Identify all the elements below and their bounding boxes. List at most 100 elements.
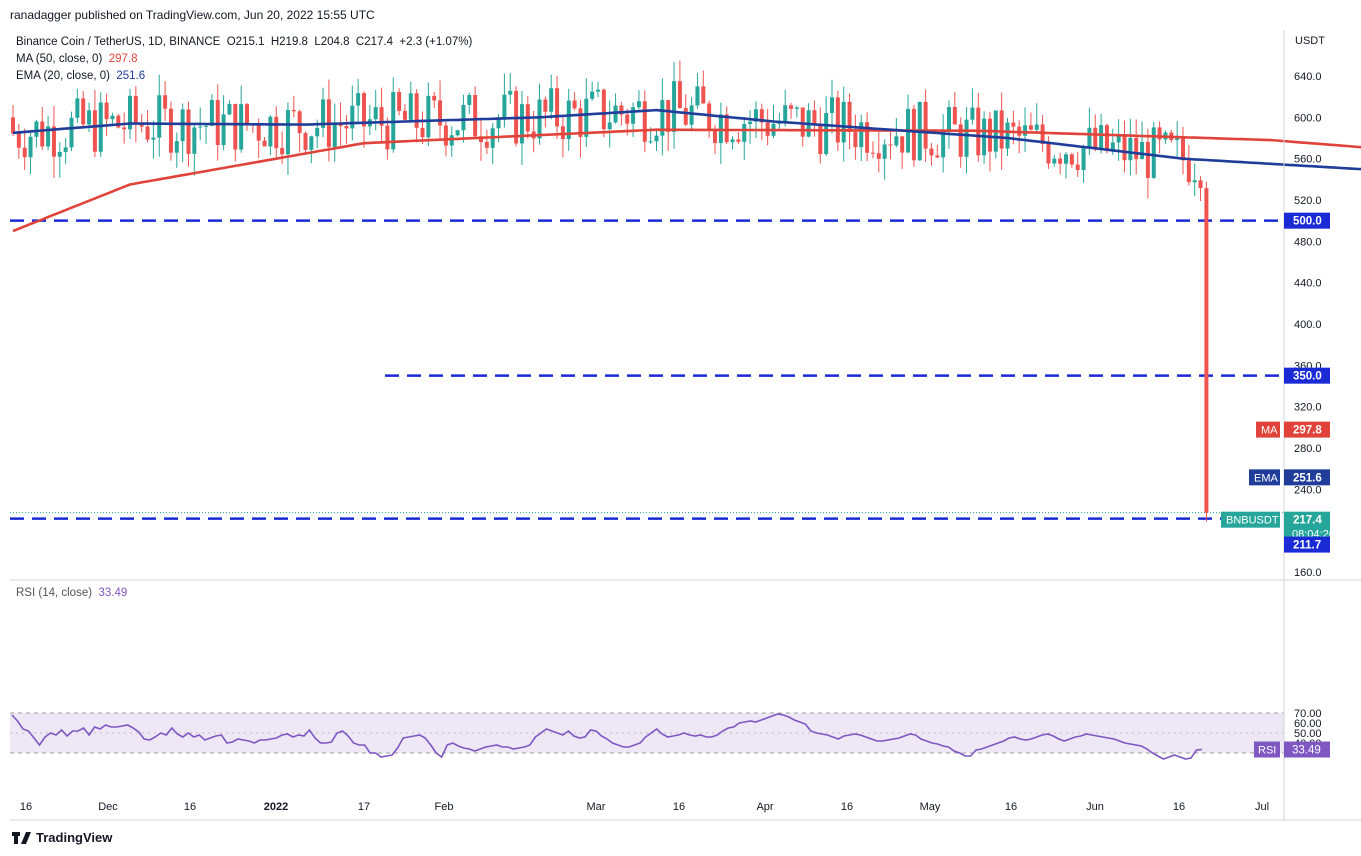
candle-body <box>742 123 747 142</box>
candle-body <box>116 115 121 128</box>
candle-body <box>929 148 934 156</box>
candle-body <box>122 127 127 130</box>
candle-body <box>707 103 712 131</box>
price-tick: 560.0 <box>1294 154 1322 166</box>
ema-legend[interactable]: EMA (20, close, 0) 251.6 <box>16 70 145 82</box>
candle-body <box>759 109 764 123</box>
price-tick: 640.0 <box>1294 71 1322 83</box>
candle-body <box>537 99 542 139</box>
candle-body <box>1122 134 1127 161</box>
candle-body <box>958 124 963 157</box>
candle-body <box>613 105 618 123</box>
tradingview-logo[interactable]: TradingView <box>12 830 112 845</box>
candle-body <box>730 139 735 143</box>
price-tick: 520.0 <box>1294 195 1322 207</box>
candle-body <box>1052 158 1057 164</box>
price-label-text: 251.6 <box>1293 472 1322 484</box>
candle-body <box>853 132 858 148</box>
candle-body <box>285 109 290 155</box>
candle-body <box>964 119 969 157</box>
candle-body <box>911 108 916 161</box>
high-value: H219.8 <box>270 36 308 48</box>
candle-body <box>789 105 794 109</box>
ema-legend-value: 251.6 <box>116 70 146 82</box>
candle-body <box>648 141 653 143</box>
series-tag-bg <box>1249 469 1280 486</box>
candle-body <box>11 117 15 134</box>
price-label-bg <box>1284 536 1330 553</box>
candle-body <box>555 88 560 127</box>
candle-body <box>590 91 595 99</box>
symbol-title: Binance Coin / TetherUS, 1D, BINANCE <box>16 36 221 48</box>
time-tick: 16 <box>841 801 853 813</box>
price-label-bg <box>1284 367 1330 384</box>
candle-body <box>455 130 460 136</box>
rsi-line <box>11 713 1203 760</box>
candle-body <box>198 126 203 128</box>
candle-body <box>894 136 899 146</box>
candle-body <box>923 101 928 149</box>
candle-body <box>970 107 975 120</box>
candle-body <box>999 110 1004 149</box>
candle-body <box>163 95 168 109</box>
candle-body <box>689 105 694 125</box>
candle-body <box>508 90 513 95</box>
candle-body <box>818 124 823 155</box>
candle-body <box>63 147 68 152</box>
tradingview-icon <box>12 831 31 844</box>
candle-body <box>654 135 659 142</box>
candle-body <box>46 126 51 147</box>
candle-body <box>332 123 337 147</box>
candle-body <box>835 97 840 143</box>
candle-body <box>133 95 138 124</box>
candle-body <box>888 144 893 146</box>
candle-body <box>660 100 665 136</box>
time-tick: Jun <box>1086 801 1104 813</box>
candle-body <box>1134 137 1139 160</box>
rsi-tick: 50.00 <box>1294 728 1322 740</box>
candle-body <box>1198 180 1203 189</box>
candle-body <box>748 121 753 124</box>
candle-body <box>701 86 706 104</box>
candle-body <box>935 155 940 158</box>
candle-body <box>87 110 92 125</box>
candle-body <box>683 108 688 125</box>
candle-body <box>426 95 431 138</box>
candle-body <box>1116 134 1121 143</box>
series-tag-text: EMA <box>1254 472 1279 484</box>
time-tick: 16 <box>1005 801 1017 813</box>
price-tick: 440.0 <box>1294 278 1322 290</box>
rsi-legend[interactable]: RSI (14, close) 33.49 <box>16 587 127 599</box>
series-tag-bg <box>1256 421 1280 438</box>
candle-body <box>402 110 407 120</box>
candle-body <box>566 100 571 140</box>
time-tick: Apr <box>756 801 773 813</box>
candle-body <box>713 130 717 144</box>
candle-body <box>753 109 758 122</box>
candle-body <box>414 93 419 128</box>
candle-body <box>81 98 86 125</box>
candle-body <box>34 121 39 137</box>
candle-body <box>356 93 361 106</box>
series-tag-text: BNBUSDT <box>1226 515 1279 527</box>
candle-body <box>75 98 80 118</box>
ma-legend[interactable]: MA (50, close, 0) 297.8 <box>16 53 137 65</box>
candle-body <box>379 107 384 126</box>
candle-body <box>724 114 729 143</box>
candle-body <box>882 144 887 159</box>
candle-body <box>303 133 308 150</box>
time-tick: 16 <box>184 801 196 813</box>
candle-body <box>941 129 946 158</box>
candle-body <box>420 127 425 138</box>
rsi-value-bg <box>1284 741 1330 758</box>
candle-body <box>443 125 448 146</box>
candle-body <box>157 95 162 138</box>
candle-body <box>666 100 671 132</box>
price-tick: 480.0 <box>1294 236 1322 248</box>
ema-20-line <box>12 108 1361 171</box>
candle-body <box>1140 141 1145 160</box>
price-label-text: 217.4 <box>1293 515 1322 527</box>
candle-body <box>1011 122 1016 127</box>
candle-body <box>1023 125 1028 136</box>
